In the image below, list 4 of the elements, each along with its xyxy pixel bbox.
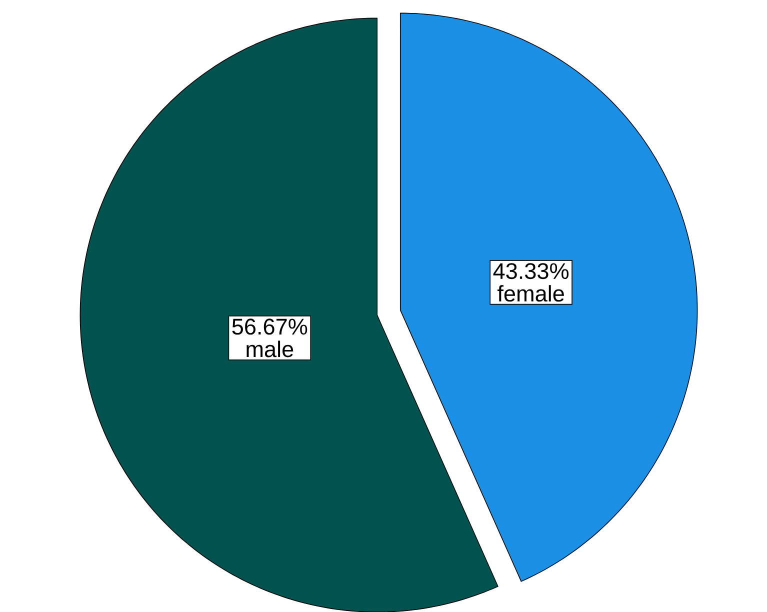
- data-label: 43.33%: [493, 262, 569, 279]
- slice-label: male: [246, 340, 294, 358]
- slice-label: female: [497, 284, 564, 302]
- data-label: 56.67%: [232, 318, 308, 334]
